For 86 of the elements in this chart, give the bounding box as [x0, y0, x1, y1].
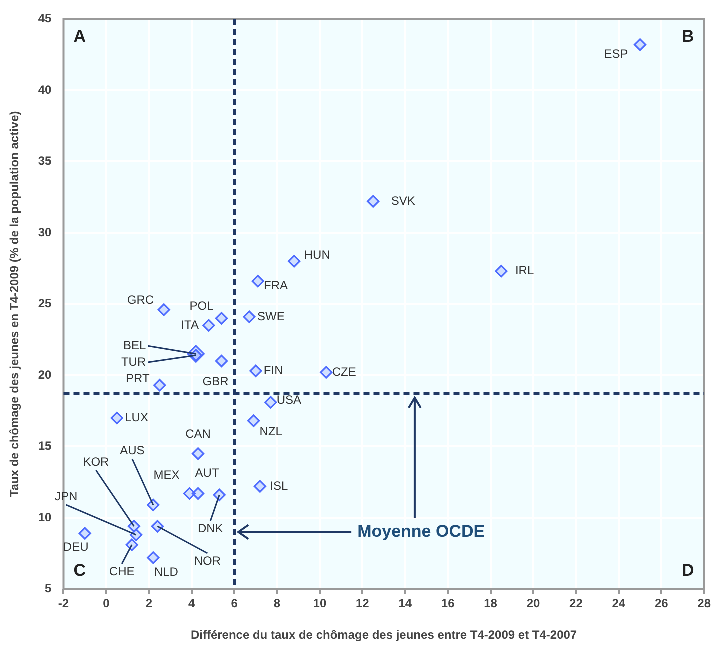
text: AUS: [120, 443, 145, 458]
point: [288, 255, 301, 268]
series-label: FIN: [264, 363, 284, 378]
series-label: DNK: [198, 521, 224, 536]
series-label: GRC: [127, 293, 154, 308]
text: BEL: [123, 338, 146, 352]
x-tick-label: 14: [398, 596, 412, 611]
point: [495, 265, 508, 278]
y-axis-title: Taux de chômage des jeunes en T4-2009 (% de la population active): [8, 111, 22, 498]
point: [252, 275, 264, 288]
x-tick-label: 26: [654, 596, 669, 611]
series-label: NLD: [154, 565, 179, 580]
series-label: HUN: [304, 248, 330, 262]
point: [183, 487, 196, 500]
point: [192, 487, 205, 500]
series-label: USA: [276, 392, 302, 407]
annotation: D: [682, 560, 694, 580]
series-label: LUX: [125, 410, 148, 425]
point: [147, 552, 160, 564]
text: JPN: [55, 489, 78, 504]
text: KOR: [83, 454, 110, 469]
x-tick-label: 0: [103, 596, 110, 611]
y-tick-label: 25: [38, 296, 52, 311]
point: [243, 310, 256, 324]
x-tick-label: 18: [484, 596, 498, 611]
series-label: ISL: [270, 478, 289, 493]
series-label: POL: [190, 298, 214, 313]
series-label: CZE: [332, 364, 356, 379]
point: [126, 538, 138, 552]
y-tick-label: 45: [38, 12, 52, 26]
x-tick-label: 24: [612, 596, 626, 611]
point: [215, 354, 228, 368]
series-label: CAN: [186, 427, 211, 442]
x-tick-label: 28: [698, 596, 712, 611]
y-tick-label: 30: [38, 225, 52, 240]
point: [254, 480, 266, 493]
x-tick-label: 10: [313, 596, 327, 611]
y-tick-label: 15: [38, 439, 52, 454]
x-tick-label: 6: [231, 596, 238, 611]
point: [202, 319, 216, 332]
text: NOR: [194, 554, 222, 568]
x-tick-label: 12: [356, 596, 370, 611]
x-tick-label: 4: [188, 596, 196, 611]
point: [151, 520, 164, 533]
annotation: A: [74, 26, 86, 46]
point: [192, 448, 205, 460]
annotation: B: [682, 26, 694, 46]
series-label: AUT: [195, 466, 220, 480]
annotation: C: [74, 560, 86, 580]
x-tick-label: 2: [146, 596, 153, 611]
series-label: GBR: [202, 374, 230, 389]
annotation: Moyenne OCDE: [358, 522, 486, 541]
point: [634, 38, 647, 52]
series-label: CHE: [109, 564, 135, 578]
point: [320, 366, 333, 379]
series-label: IRL: [515, 264, 534, 278]
x-tick-label: 22: [570, 596, 584, 611]
point: [215, 312, 228, 325]
x-tick-label: 8: [274, 596, 281, 611]
point: [264, 396, 278, 409]
series-label: FRA: [264, 278, 288, 293]
y-tick-label: 40: [38, 82, 52, 97]
point: [247, 414, 260, 428]
series-label: ESP: [604, 47, 628, 62]
series-label: NZL: [260, 424, 283, 438]
x-axis-title: Différence du taux de chômage des jeunes entre T4-2009 et T4-2007: [190, 628, 578, 642]
series-label: DEU: [63, 540, 89, 554]
x-tick-label: 20: [526, 596, 540, 611]
point: [78, 527, 92, 540]
point: [250, 364, 262, 378]
y-tick-label: 35: [38, 154, 52, 168]
text: TUR: [121, 354, 146, 369]
x-tick-label: 16: [441, 596, 456, 611]
y-tick-label: 5: [45, 582, 52, 596]
series-label: PRT: [126, 372, 150, 386]
series-label: ITA: [181, 318, 199, 332]
y-tick-label: 20: [38, 368, 52, 382]
y-tick-label: 10: [38, 510, 52, 524]
point: [110, 412, 124, 424]
series-label: MEX: [154, 468, 180, 482]
series-label: SWE: [258, 309, 285, 324]
x-tick-label: -2: [58, 596, 70, 611]
point: [367, 195, 380, 208]
series-label: SVK: [391, 194, 416, 208]
point: [154, 379, 166, 392]
point: [158, 304, 170, 316]
